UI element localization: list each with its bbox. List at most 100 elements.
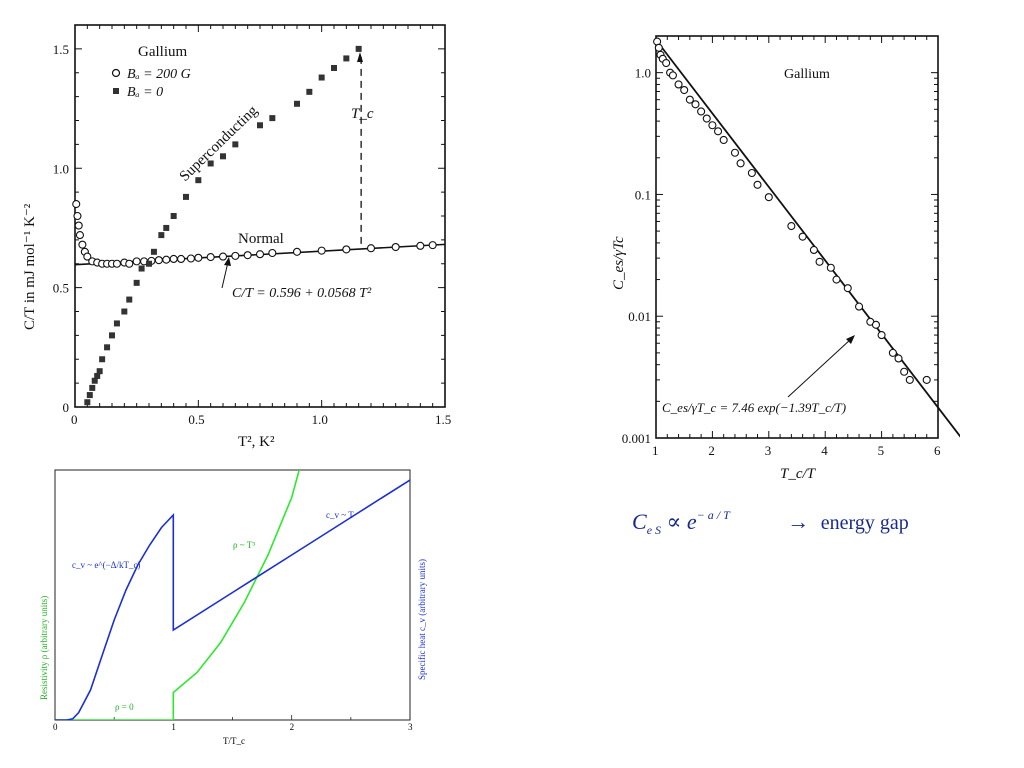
data-point-open-circle xyxy=(702,114,711,123)
data-point-filled-square xyxy=(113,320,120,327)
data-point-open-circle xyxy=(162,255,171,264)
data-points xyxy=(72,45,437,406)
y-tick-labels: 0 0.5 1.0 1.5 xyxy=(53,42,69,415)
data-point-filled-square xyxy=(220,153,226,160)
x-tick-label: 2 xyxy=(708,443,715,458)
annotation-normal: Normal xyxy=(238,231,284,247)
y-tick-label: 0.5 xyxy=(53,281,69,296)
x-tick-label: 5 xyxy=(878,443,885,458)
data-point-open-circle xyxy=(416,241,425,250)
x-tick-label: 0.5 xyxy=(188,412,204,427)
data-point-filled-square xyxy=(195,177,202,184)
data-point-filled-square xyxy=(96,368,103,375)
x-axis-label: T², K² xyxy=(238,434,275,450)
x-tick-label: 3 xyxy=(765,443,772,458)
data-point-open-circle xyxy=(317,246,326,255)
data-points xyxy=(653,37,931,384)
chart-resistivity-and-specific-heat: 0 1 2 3 c_v ~ e^(−Δ/kT_c) ρ ~ T³ c_v ~ T ρ … xyxy=(39,469,427,746)
chart-electronic-specific-heat-log: 1 2 3 4 5 6 1.0 0.1 0.01 0.001 Gallium C_es/γT_c… xyxy=(611,35,960,482)
data-point-open-circle xyxy=(871,320,881,329)
y-tick-label: 0.1 xyxy=(635,187,651,202)
data-point-open-circle xyxy=(832,275,841,284)
data-point-filled-square xyxy=(331,64,337,71)
x-axis-label: T/T_c xyxy=(223,736,245,746)
annotation-rho-zero: ρ = 0 xyxy=(115,702,134,712)
x-tick-label: 4 xyxy=(821,443,828,458)
y-tick-label: 1.0 xyxy=(635,66,651,81)
resistivity-curve xyxy=(55,470,301,720)
data-point-open-circle xyxy=(922,375,931,384)
y-axis-label-left: Resistivity ρ (arbitrary units) xyxy=(39,596,49,700)
annotation-fit-equation: C_es/γT_c = 7.46 exp(−1.39T_c/T) xyxy=(662,400,846,415)
annotation-gallium: Gallium xyxy=(784,67,830,82)
chart-specific-heat-vs-t-squared: 0 0.5 1.0 1.5 0 0.5 1.0 1.5 Gallium Bₐ = 200 G… xyxy=(22,24,451,450)
y-tick-labels: 1.0 0.1 0.01 0.001 xyxy=(622,66,651,446)
data-point-open-circle xyxy=(78,240,87,249)
y-tick-label: 0.001 xyxy=(622,431,651,446)
data-point-open-circle xyxy=(132,257,141,266)
data-point-filled-square xyxy=(150,248,157,255)
legend-title: Gallium xyxy=(138,44,187,60)
data-point-open-circle xyxy=(206,253,215,262)
data-point-open-circle xyxy=(900,367,909,376)
x-tick-labels: 0 0.5 1.0 1.5 xyxy=(71,412,451,427)
data-point-filled-square xyxy=(121,308,128,315)
arrow-to-tc-top xyxy=(357,52,363,62)
data-point-filled-square xyxy=(99,356,106,363)
data-point-open-circle xyxy=(268,248,277,258)
formula-base: e xyxy=(686,509,697,534)
formula-lhs: C xyxy=(632,509,647,534)
data-point-filled-square xyxy=(104,344,111,351)
data-point-open-circle xyxy=(177,254,186,264)
exponential-fit-line xyxy=(656,40,960,438)
data-point-open-circle xyxy=(685,95,694,104)
data-point-filled-square xyxy=(355,45,362,52)
data-point-open-circle xyxy=(83,252,92,261)
data-point-filled-square xyxy=(183,193,189,200)
data-point-filled-square xyxy=(318,74,325,81)
data-point-open-circle xyxy=(708,121,717,130)
x-tick-label: 0 xyxy=(71,412,78,427)
data-point-filled-square xyxy=(269,115,276,122)
plot-frame xyxy=(74,24,446,408)
data-point-open-circle xyxy=(125,259,134,268)
data-point-open-circle xyxy=(815,257,824,266)
y-axis-label-right: Specific heat c_v (arbitrary units) xyxy=(417,559,427,680)
data-point-filled-square xyxy=(133,279,140,286)
y-axis-label: C_es/γTc xyxy=(611,236,627,290)
data-point-filled-square xyxy=(170,213,177,219)
legend-entry-zero-field: Bₐ = 0 xyxy=(127,85,163,100)
annotation-superconducting: Superconducting xyxy=(177,102,262,184)
data-point-open-circle xyxy=(255,250,265,259)
x-tick-labels: 1 2 3 4 5 6 xyxy=(652,443,941,458)
data-point-filled-square xyxy=(163,224,170,231)
data-point-open-circle xyxy=(72,200,81,209)
data-point-filled-square xyxy=(94,372,101,379)
equation-background xyxy=(661,397,901,417)
x-tick-label: 6 xyxy=(934,443,941,458)
formula-exponent: − a / T xyxy=(696,508,730,522)
data-point-open-circle xyxy=(798,232,807,241)
formula-arrow: → xyxy=(787,509,810,534)
data-point-open-circle xyxy=(243,251,252,260)
data-point-open-circle xyxy=(662,58,671,68)
arrowhead-to-fit-line xyxy=(224,257,231,266)
data-point-open-circle xyxy=(154,256,163,265)
tick-marks xyxy=(74,24,446,408)
y-tick-label: 1.5 xyxy=(53,42,69,57)
data-point-filled-square xyxy=(343,55,350,62)
x-axis-label: T_c/T xyxy=(780,466,817,482)
data-point-open-circle xyxy=(668,71,677,80)
x-tick-label: 3 xyxy=(408,722,413,732)
legend-marker-filled-square xyxy=(113,88,119,94)
annotation-cv-linear: c_v ~ T xyxy=(326,510,354,520)
data-point-open-circle xyxy=(736,159,745,168)
data-point-open-circle xyxy=(654,43,663,52)
arrow-to-fit-line xyxy=(221,261,229,289)
data-point-open-circle xyxy=(747,168,756,178)
data-point-open-circle xyxy=(877,331,886,340)
data-point-open-circle xyxy=(719,135,728,145)
data-point-filled-square xyxy=(146,260,152,267)
data-point-open-circle xyxy=(428,241,437,250)
formula-energy-gap-label: energy gap xyxy=(820,512,909,534)
